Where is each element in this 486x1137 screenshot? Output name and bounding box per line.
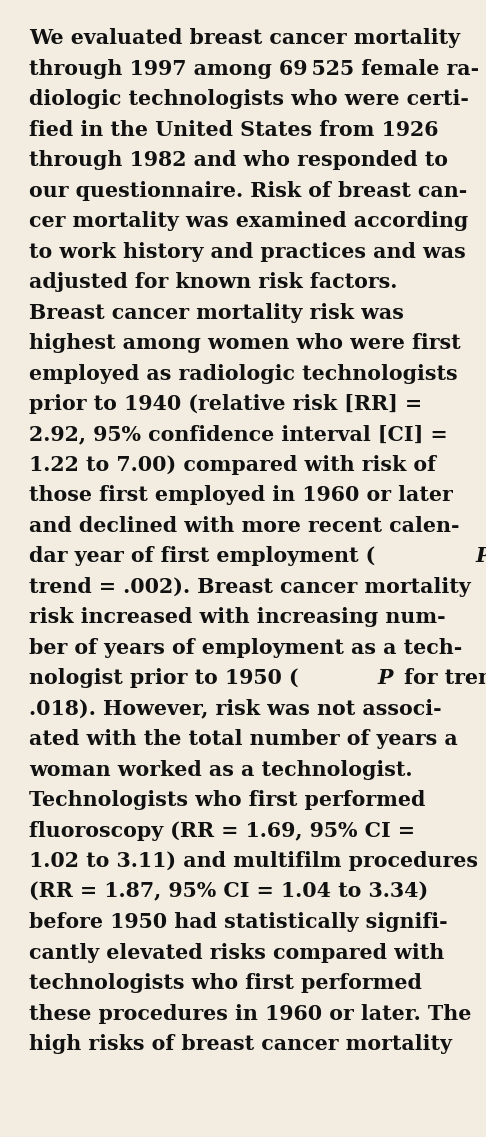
- Text: before 1950 had statistically signifi-: before 1950 had statistically signifi-: [29, 912, 448, 932]
- Text: through 1982 and who responded to: through 1982 and who responded to: [29, 150, 448, 171]
- Text: and declined with more recent calen-: and declined with more recent calen-: [29, 516, 460, 536]
- Text: woman worked as a technologist.: woman worked as a technologist.: [29, 760, 413, 780]
- Text: through 1997 among 69 525 female ra-: through 1997 among 69 525 female ra-: [29, 59, 479, 78]
- Text: .018). However, risk was not associ-: .018). However, risk was not associ-: [29, 699, 442, 719]
- Text: fied in the United States from 1926: fied in the United States from 1926: [29, 119, 439, 140]
- Text: technologists who first performed: technologists who first performed: [29, 973, 422, 993]
- Text: these procedures in 1960 or later. The: these procedures in 1960 or later. The: [29, 1004, 471, 1023]
- Text: cantly elevated risks compared with: cantly elevated risks compared with: [29, 943, 444, 963]
- Text: ber of years of employment as a tech-: ber of years of employment as a tech-: [29, 638, 462, 658]
- Text: Breast cancer mortality risk was: Breast cancer mortality risk was: [29, 302, 404, 323]
- Text: ated with the total number of years a: ated with the total number of years a: [29, 729, 458, 749]
- Text: adjusted for known risk factors.: adjusted for known risk factors.: [29, 272, 398, 292]
- Text: (RR = 1.87, 95% CI = 1.04 to 3.34): (RR = 1.87, 95% CI = 1.04 to 3.34): [29, 881, 429, 902]
- Text: highest among women who were first: highest among women who were first: [29, 333, 461, 354]
- Text: cer mortality was examined according: cer mortality was examined according: [29, 211, 469, 231]
- Text: We evaluated breast cancer mortality: We evaluated breast cancer mortality: [29, 28, 460, 49]
- Text: high risks of breast cancer mortality: high risks of breast cancer mortality: [29, 1034, 452, 1054]
- Text: prior to 1940 (relative risk [RR] =: prior to 1940 (relative risk [RR] =: [29, 395, 422, 414]
- Text: those first employed in 1960 or later: those first employed in 1960 or later: [29, 485, 453, 506]
- Text: dar year of first employment (: dar year of first employment (: [29, 547, 375, 566]
- Text: to work history and practices and was: to work history and practices and was: [29, 242, 466, 262]
- Text: 1.02 to 3.11) and multifilm procedures: 1.02 to 3.11) and multifilm procedures: [29, 852, 478, 871]
- Text: 1.22 to 7.00) compared with risk of: 1.22 to 7.00) compared with risk of: [29, 455, 436, 475]
- Text: nologist prior to 1950 (: nologist prior to 1950 (: [29, 669, 299, 688]
- Text: diologic technologists who were certi-: diologic technologists who were certi-: [29, 90, 469, 109]
- Text: risk increased with increasing num-: risk increased with increasing num-: [29, 607, 446, 628]
- Text: 2.92, 95% confidence interval [CI] =: 2.92, 95% confidence interval [CI] =: [29, 424, 448, 445]
- Text: employed as radiologic technologists: employed as radiologic technologists: [29, 364, 458, 383]
- Text: Technologists who first performed: Technologists who first performed: [29, 790, 426, 811]
- Text: trend = .002). Breast cancer mortality: trend = .002). Breast cancer mortality: [29, 576, 471, 597]
- Text: for trend =: for trend =: [397, 669, 486, 688]
- Text: P: P: [377, 669, 392, 688]
- Text: our questionnaire. Risk of breast can-: our questionnaire. Risk of breast can-: [29, 181, 468, 201]
- Text: fluoroscopy (RR = 1.69, 95% CI =: fluoroscopy (RR = 1.69, 95% CI =: [29, 821, 415, 840]
- Text: P: P: [476, 547, 486, 566]
